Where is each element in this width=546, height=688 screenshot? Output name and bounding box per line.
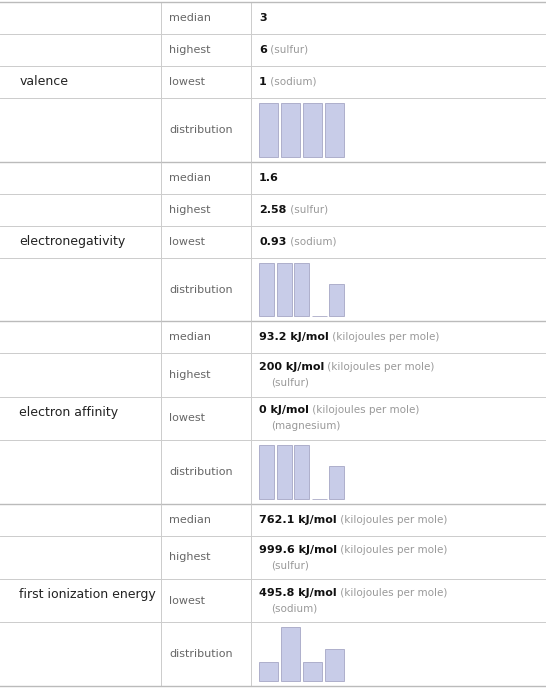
Text: lowest: lowest — [169, 237, 205, 246]
Text: (kilojoules per mole): (kilojoules per mole) — [337, 515, 447, 525]
Text: (sulfur): (sulfur) — [267, 45, 308, 55]
Text: highest: highest — [169, 370, 211, 380]
Text: (sodium): (sodium) — [271, 603, 317, 613]
Text: 762.1 kJ/mol: 762.1 kJ/mol — [259, 515, 337, 525]
Text: (sulfur): (sulfur) — [287, 204, 328, 215]
Text: 0 kJ/mol: 0 kJ/mol — [259, 405, 309, 416]
Text: 6: 6 — [259, 45, 267, 55]
Text: 200 kJ/mol: 200 kJ/mol — [259, 362, 324, 372]
Text: valence: valence — [19, 76, 68, 88]
Text: 0.93: 0.93 — [259, 237, 287, 246]
Text: electron affinity: electron affinity — [19, 406, 118, 419]
Bar — [303, 103, 322, 157]
Text: 93.2 kJ/mol: 93.2 kJ/mol — [259, 332, 329, 343]
Text: (kilojoules per mole): (kilojoules per mole) — [329, 332, 440, 343]
Text: (sodium): (sodium) — [267, 77, 317, 87]
Text: median: median — [169, 332, 211, 343]
Bar — [259, 662, 278, 681]
Bar — [325, 103, 344, 157]
Text: 3: 3 — [259, 13, 267, 23]
Text: first ionization energy: first ionization energy — [19, 588, 156, 601]
Text: median: median — [169, 515, 211, 525]
Text: distribution: distribution — [169, 466, 233, 477]
Text: distribution: distribution — [169, 125, 233, 135]
Bar — [329, 284, 344, 316]
Bar — [329, 466, 344, 499]
Bar — [294, 445, 309, 499]
Text: (sulfur): (sulfur) — [271, 560, 309, 570]
Text: (kilojoules per mole): (kilojoules per mole) — [337, 588, 447, 598]
Text: 1.6: 1.6 — [259, 173, 279, 183]
Bar — [259, 103, 278, 157]
Text: (kilojoules per mole): (kilojoules per mole) — [309, 405, 419, 416]
Bar — [277, 263, 292, 316]
Bar — [281, 103, 300, 157]
Text: highest: highest — [169, 552, 211, 562]
Text: median: median — [169, 173, 211, 183]
Text: lowest: lowest — [169, 413, 205, 423]
Text: 999.6 kJ/mol: 999.6 kJ/mol — [259, 544, 337, 555]
Text: highest: highest — [169, 45, 211, 55]
Text: (sulfur): (sulfur) — [271, 378, 309, 388]
Text: distribution: distribution — [169, 285, 233, 294]
Text: (sodium): (sodium) — [287, 237, 336, 246]
Text: lowest: lowest — [169, 77, 205, 87]
Bar — [281, 627, 300, 681]
Text: (kilojoules per mole): (kilojoules per mole) — [337, 544, 448, 555]
Text: 1: 1 — [259, 77, 267, 87]
Text: (magnesium): (magnesium) — [271, 421, 341, 431]
Bar — [259, 263, 274, 316]
Text: highest: highest — [169, 204, 211, 215]
Bar — [259, 445, 274, 499]
Bar — [303, 662, 322, 681]
Text: 2.58: 2.58 — [259, 204, 287, 215]
Text: median: median — [169, 13, 211, 23]
Text: distribution: distribution — [169, 649, 233, 659]
Bar — [277, 445, 292, 499]
Bar — [325, 649, 344, 681]
Bar — [294, 263, 309, 316]
Text: electronegativity: electronegativity — [19, 235, 126, 248]
Text: (kilojoules per mole): (kilojoules per mole) — [324, 362, 435, 372]
Text: 495.8 kJ/mol: 495.8 kJ/mol — [259, 588, 337, 598]
Text: lowest: lowest — [169, 596, 205, 605]
